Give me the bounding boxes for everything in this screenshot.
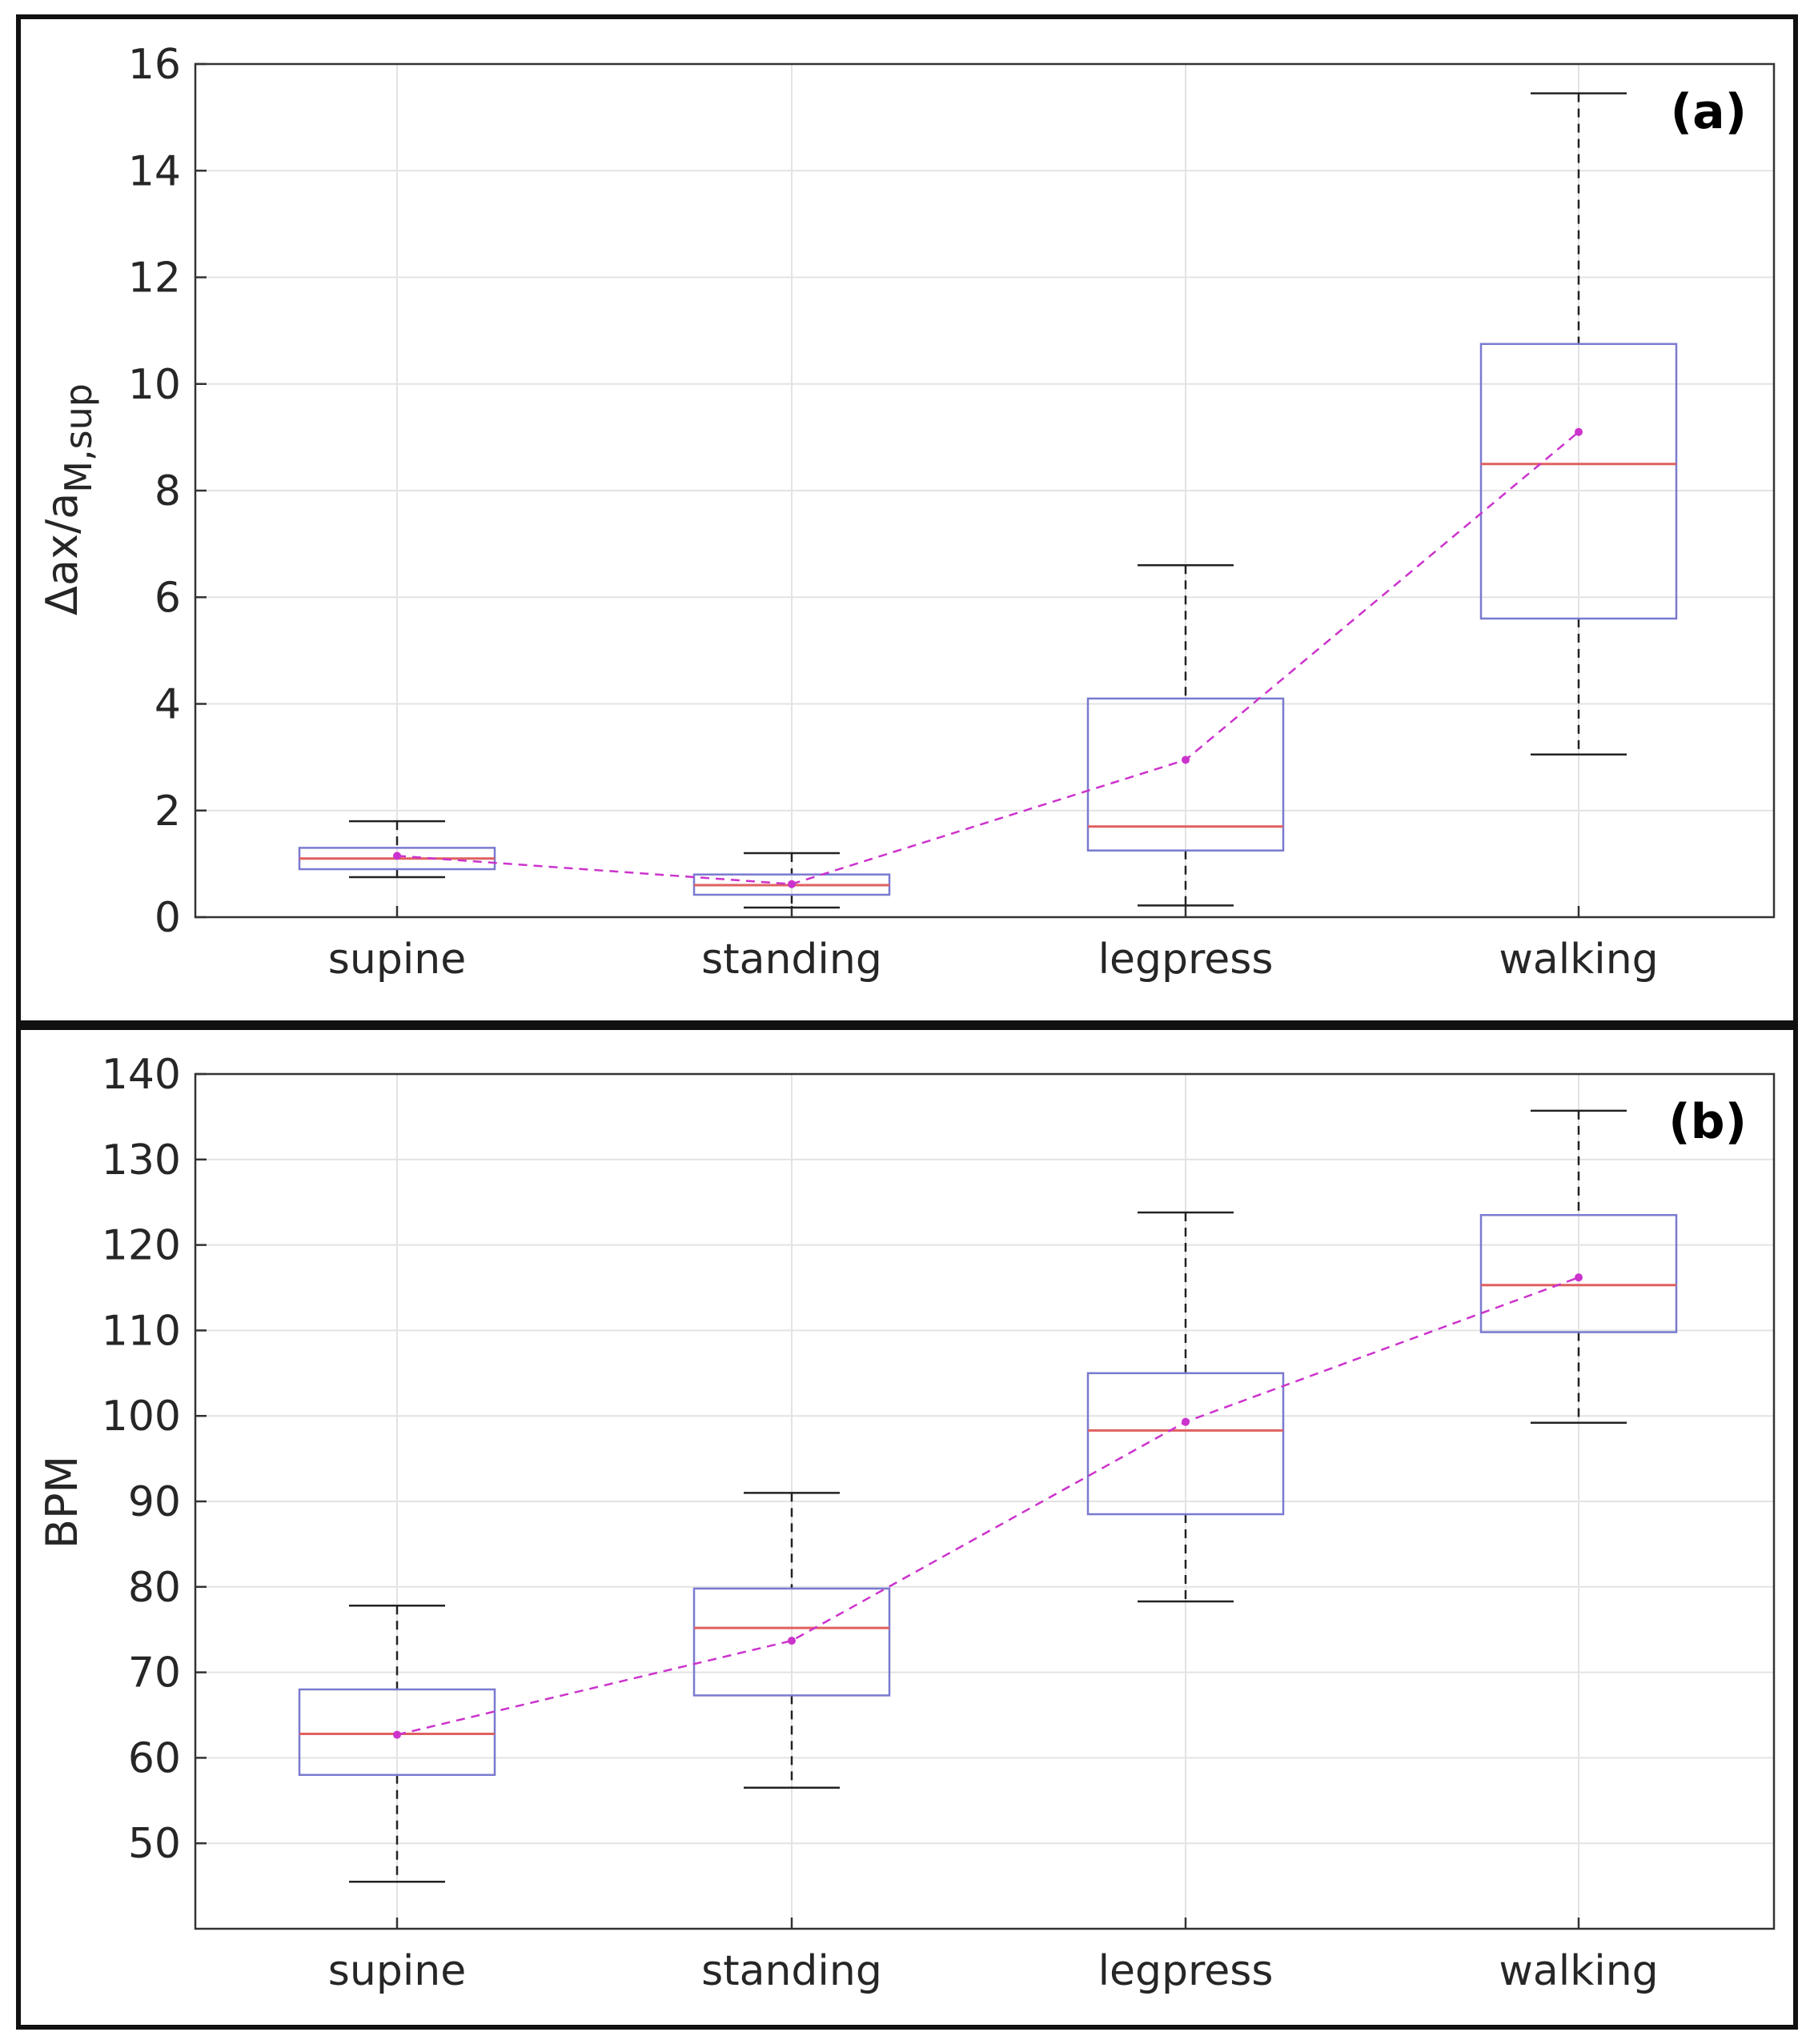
b-box-legpress	[1086, 1372, 1285, 1516]
b-mean-point-supine	[393, 1730, 401, 1739]
a-mean-point-legpress	[1182, 755, 1190, 764]
a-xtick-label-standing: standing	[701, 936, 882, 984]
a-ytick-label-1: 2	[155, 788, 181, 836]
a-mean-point-standing	[788, 880, 796, 888]
b-ylabel-main: BPM	[37, 1456, 87, 1549]
a-ytick-label-7: 14	[128, 147, 181, 195]
b-mean-point-legpress	[1182, 1417, 1190, 1426]
a-ytick-label-4: 8	[155, 467, 181, 515]
a-ytick-label-6: 12	[128, 254, 181, 303]
a-ytick-label-2: 4	[155, 681, 181, 729]
chart-b-svg: 50 60 70 80 90 100 110 120 130 140 supine standing l…	[37, 1051, 1776, 1995]
a-xtick-label-legpress: legpress	[1098, 936, 1274, 984]
a-xtick-label-supine: supine	[328, 936, 466, 984]
b-box-supine	[298, 1688, 496, 1777]
a-panel-label: (a)	[1671, 84, 1747, 140]
b-ytick-label-4: 90	[128, 1478, 181, 1526]
b-ytick-label-7: 120	[102, 1222, 181, 1270]
a-mean-line	[396, 431, 1579, 885]
chart-panel-a: 0 2 4 6 8 10 12 14 16 supine standing legpress walki…	[16, 14, 1798, 1025]
a-ylabel: Δax/aM,sup	[37, 383, 100, 615]
b-ylabel: BPM	[37, 1456, 87, 1549]
b-ytick-label-2: 70	[128, 1649, 181, 1697]
b-xtick-label-supine: supine	[328, 1947, 466, 1995]
a-xtick-label-walking: walking	[1499, 936, 1658, 984]
b-mean-point-walking	[1575, 1273, 1583, 1282]
b-ytick-label-0: 50	[128, 1820, 181, 1868]
a-ytick-label-5: 10	[128, 361, 181, 409]
a-box-legpress	[1086, 697, 1285, 852]
b-ytick-label-1: 60	[128, 1734, 181, 1782]
b-mean-line	[396, 1276, 1579, 1736]
b-ytick-label-3: 80	[128, 1564, 181, 1612]
a-ytick-label-3: 6	[155, 574, 181, 622]
a-ylabel-sub: M,sup	[57, 383, 100, 493]
chart-panel-b: 50 60 70 80 90 100 110 120 130 140 supine standing l…	[16, 1025, 1798, 2030]
b-xtick-label-legpress: legpress	[1098, 1947, 1274, 1995]
b-ytick-label-8: 130	[102, 1136, 181, 1184]
a-ylabel-main: Δax/a	[37, 493, 87, 615]
b-ytick-label-9: 140	[102, 1051, 181, 1099]
b-ytick-label-6: 110	[102, 1307, 181, 1355]
chart-a-svg: 0 2 4 6 8 10 12 14 16 supine standing legpress walki…	[37, 41, 1776, 984]
b-ytick-label-5: 100	[102, 1393, 181, 1441]
a-mean-point-supine	[393, 852, 401, 860]
a-mean-point-walking	[1575, 427, 1583, 436]
b-panel-label: (b)	[1668, 1094, 1747, 1150]
b-box-walking	[1479, 1213, 1678, 1333]
b-xtick-label-walking: walking	[1499, 1947, 1658, 1995]
b-xtick-label-standing: standing	[701, 1947, 882, 1995]
a-ytick-label-0: 0	[155, 894, 181, 942]
a-ytick-label-8: 16	[128, 41, 181, 89]
b-box-standing	[692, 1587, 891, 1697]
a-box-walking	[1479, 343, 1678, 620]
b-mean-point-standing	[788, 1637, 796, 1645]
